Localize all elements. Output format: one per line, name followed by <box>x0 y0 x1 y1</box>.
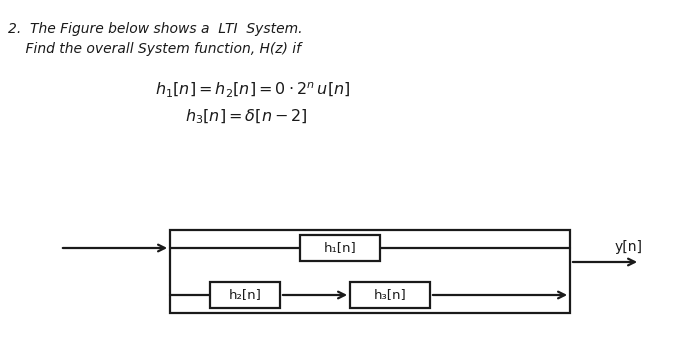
Text: y[n]: y[n] <box>615 240 643 254</box>
Text: h₁[n]: h₁[n] <box>323 241 356 255</box>
Text: $h_3[n] = \delta[n-2]$: $h_3[n] = \delta[n-2]$ <box>185 108 308 126</box>
Text: $h_1[n] = h_2[n] = 0 \cdot 2^n\,u[n]$: $h_1[n] = h_2[n] = 0 \cdot 2^n\,u[n]$ <box>155 80 351 99</box>
Bar <box>350 282 430 308</box>
Text: h₂[n]: h₂[n] <box>229 288 261 301</box>
Text: 2.  The Figure below shows a  LTI  System.: 2. The Figure below shows a LTI System. <box>8 22 302 36</box>
Bar <box>300 235 380 261</box>
Text: Find the overall System function, H(z) if: Find the overall System function, H(z) i… <box>8 42 301 56</box>
Bar <box>210 282 280 308</box>
Bar <box>170 230 570 313</box>
Text: h₃[n]: h₃[n] <box>374 288 407 301</box>
